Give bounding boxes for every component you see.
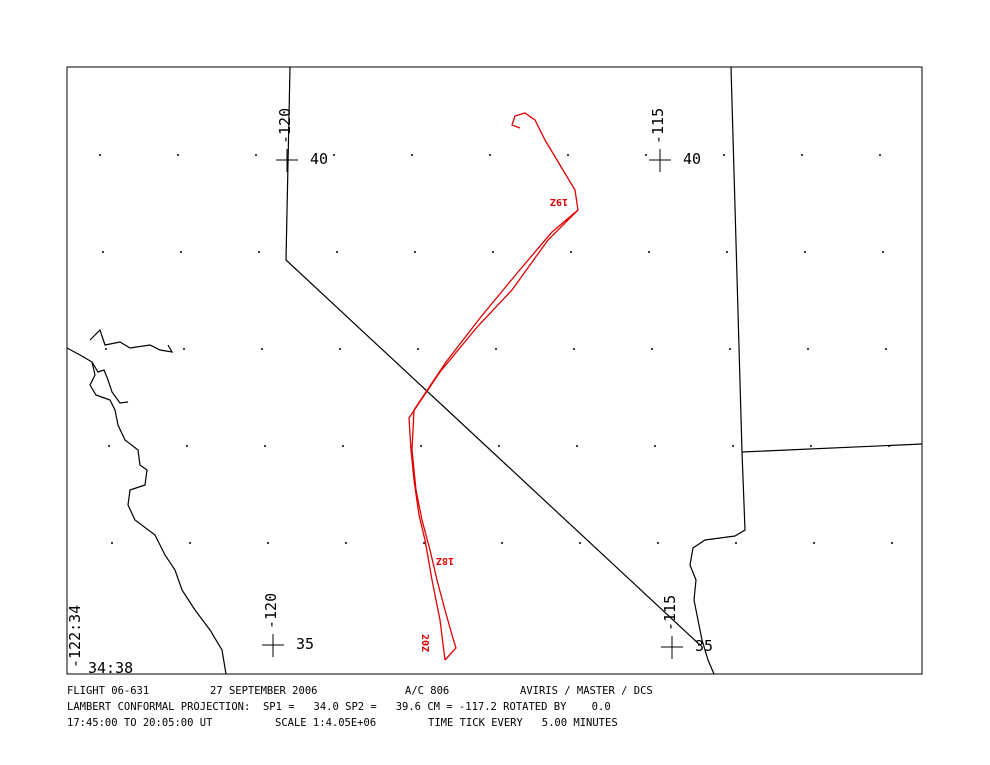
grid-dot [339,348,341,350]
grid-dot [258,251,260,253]
grid-dot [654,445,656,447]
grid-dot [186,445,188,447]
grid-dot [891,542,893,544]
grid-dot [651,348,653,350]
lon-label: -120 [276,108,294,144]
grid-dot [183,348,185,350]
grid-dot [267,542,269,544]
grid-dot [801,154,803,156]
time-label: 20Z [419,634,430,652]
lon-label: -120 [262,593,280,629]
grid-dot [417,348,419,350]
grid-dot [732,445,734,447]
grid-dot [576,445,578,447]
grid-crosses [262,149,683,659]
footer-text: FLIGHT 06-631 [67,685,149,697]
grid-dot [813,542,815,544]
grid-dot [648,251,650,253]
grid-dot [726,251,728,253]
lon-label: -115 [649,108,667,144]
track-back [411,209,579,661]
grid-dot [264,445,266,447]
grid-dot [579,542,581,544]
grid-dots [99,154,893,544]
corner-lat: 34:38 [88,659,133,677]
state-border [285,66,701,646]
lat-label: 40 [310,150,328,168]
grid-dot [345,542,347,544]
grid-dot [255,154,257,156]
lat-label: 40 [683,150,701,168]
flight-track [408,112,579,661]
footer-text: TIME TICK EVERY 5.00 MINUTES [428,717,618,729]
grid-dot [423,542,425,544]
coastline [66,347,227,675]
grid-dot [729,348,731,350]
lat-label: 35 [296,635,314,653]
coastline [89,328,174,353]
footer-text: SCALE 1:4.05E+06 [275,717,376,729]
state-border [689,66,746,675]
grid-dot [99,154,101,156]
grid-dot [879,154,881,156]
grid-dot [495,348,497,350]
grid-dot [657,542,659,544]
grid-dot [411,154,413,156]
corner-lon: -122:34 [66,605,84,668]
grid-dot [489,154,491,156]
grid-dot [645,154,647,156]
grid-dot [189,542,191,544]
grid-dot [807,348,809,350]
footer-text: 17:45:00 TO 20:05:00 UT [67,717,213,729]
coastline [91,361,129,404]
grid-dot [735,542,737,544]
track-out [408,112,579,661]
footer-text: AVIRIS / MASTER / DCS [520,685,653,697]
borders [66,66,923,675]
grid-dot [333,154,335,156]
grid-dot [885,348,887,350]
grid-dot [105,348,107,350]
grid-dot [882,251,884,253]
grid-dot [108,445,110,447]
grid-dot [342,445,344,447]
time-label: 18Z [436,555,454,566]
grid-dot [492,251,494,253]
state-border [741,443,923,453]
time-label: 19Z [550,196,568,207]
lat-label: 35 [695,637,713,655]
grid-dot [723,154,725,156]
grid-dot [261,348,263,350]
grid-dot [177,154,179,156]
grid-dot [573,348,575,350]
grid-dot [102,251,104,253]
grid-dot [111,542,113,544]
footer-text: 27 SEPTEMBER 2006 [210,685,317,697]
grid-dot [414,251,416,253]
grid-dot [498,445,500,447]
map-frame [66,66,923,675]
grid-dot [501,542,503,544]
footer-text: A/C 806 [405,685,449,697]
grid-dot [804,251,806,253]
grid-dot [336,251,338,253]
grid-dot [567,154,569,156]
grid-dot [810,445,812,447]
lon-label: -115 [661,595,679,631]
grid-dot [180,251,182,253]
footer-text: LAMBERT CONFORMAL PROJECTION: SP1 = 34.0… [67,701,611,713]
grid-dot [420,445,422,447]
grid-dot [570,251,572,253]
